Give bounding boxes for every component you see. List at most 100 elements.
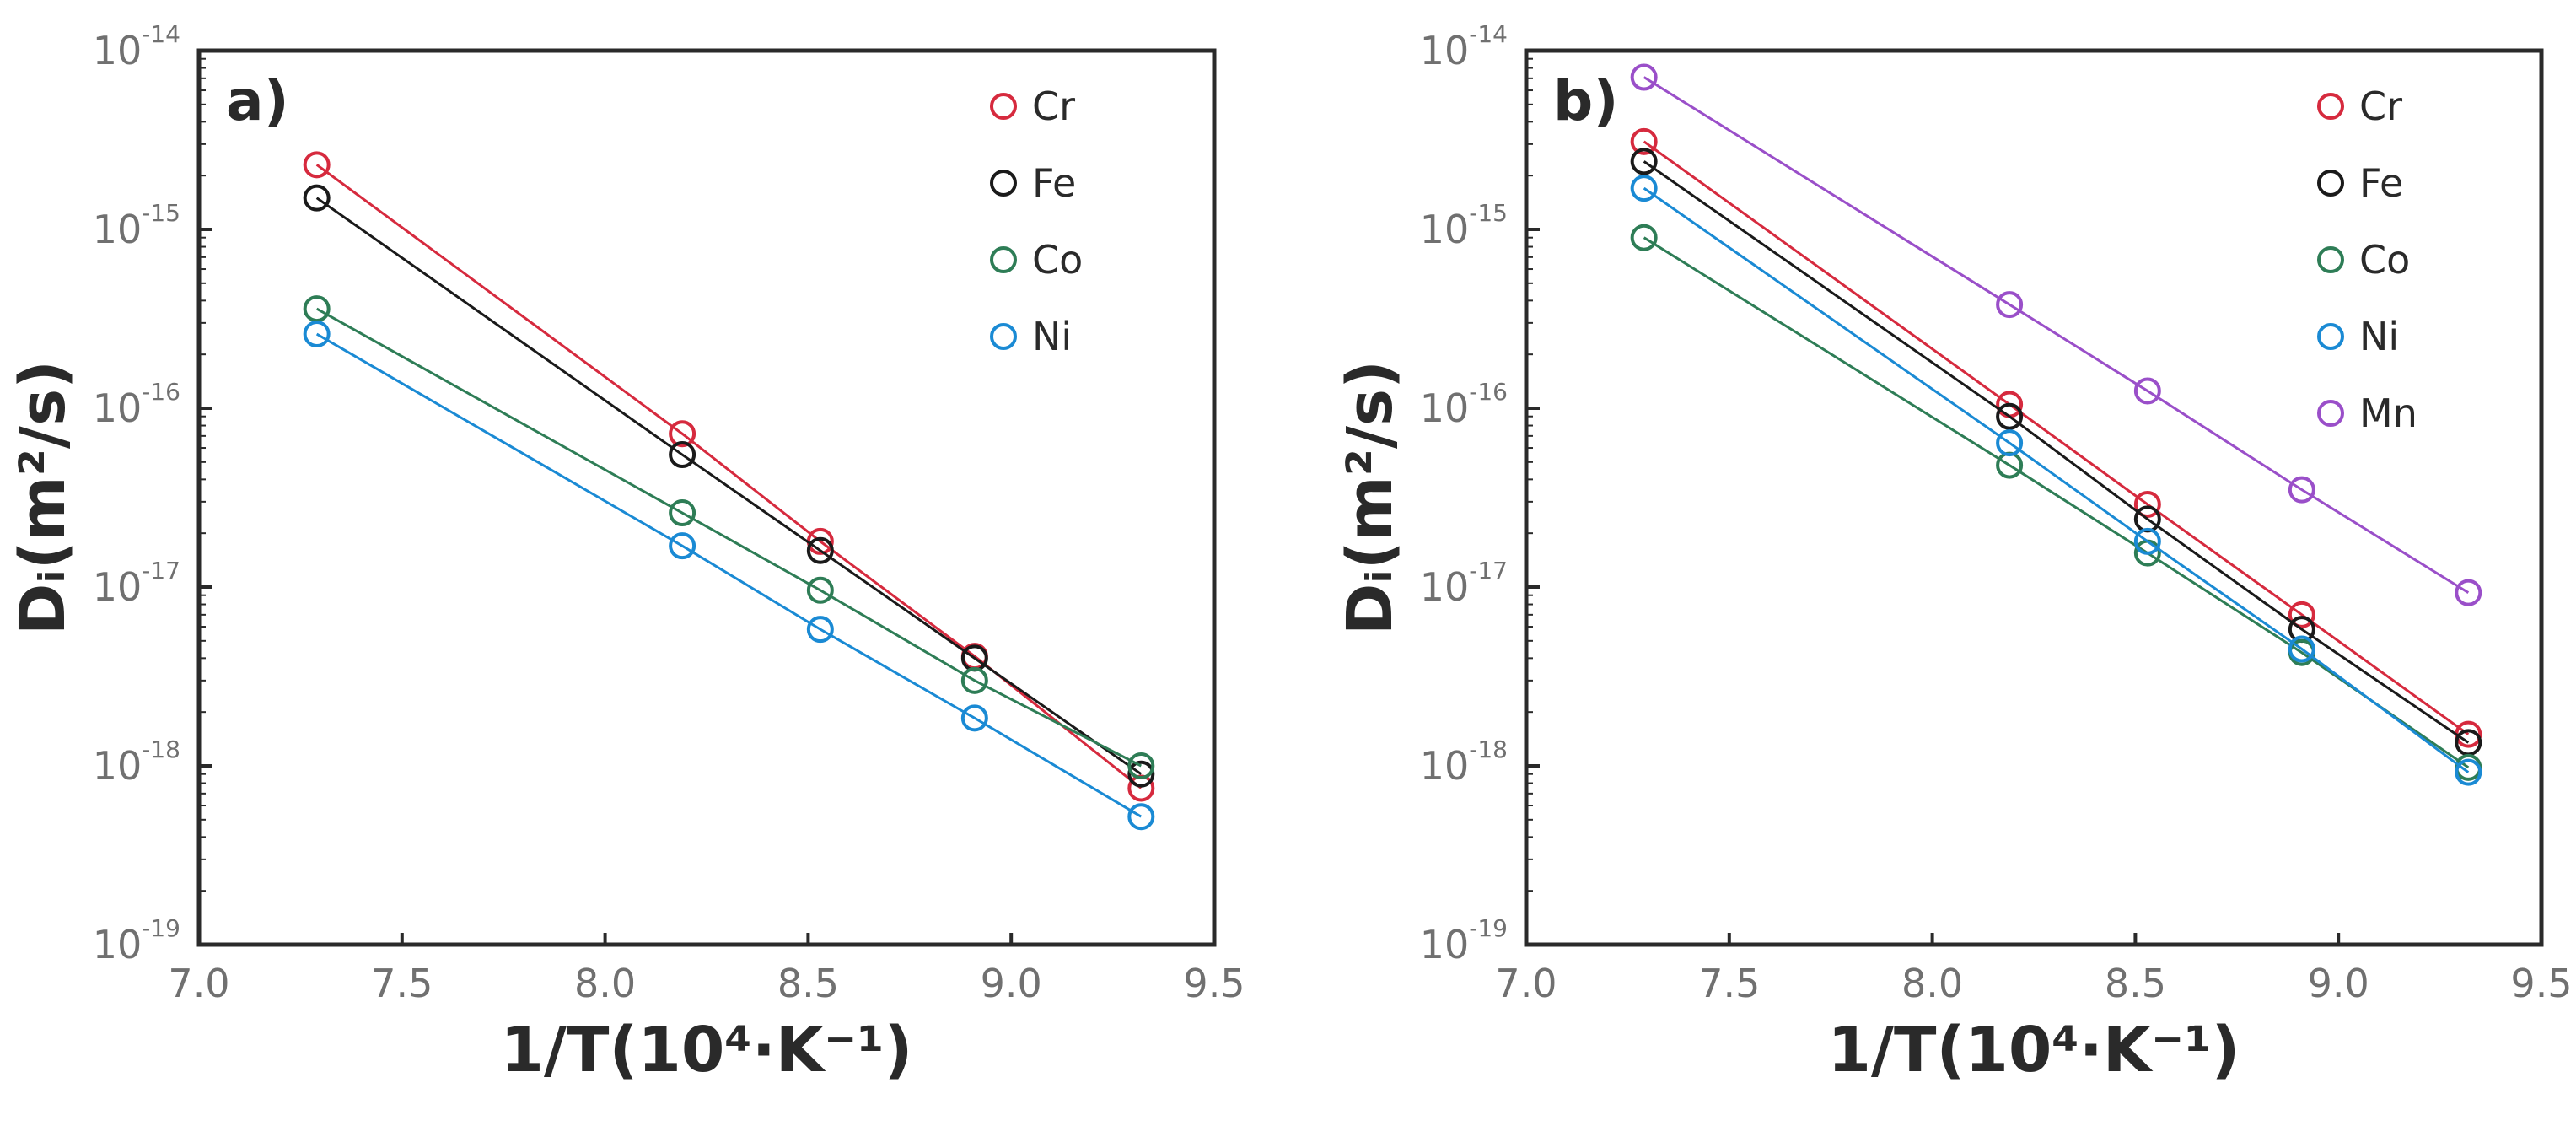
panel-a-legend-label-cr: Cr xyxy=(1032,84,1075,129)
panel-a-y-tick-label: 10-14 xyxy=(93,20,180,73)
y-tick-base: 10 xyxy=(93,207,143,252)
panel-a-series-fe-point xyxy=(1127,760,1155,788)
panel-a-series-co-point xyxy=(669,499,696,527)
panel-a-series-co-line xyxy=(315,307,1142,768)
y-tick-base: 10 xyxy=(93,28,143,73)
panel-a-series-cr-point xyxy=(669,420,696,448)
y-tick-base: 10 xyxy=(93,385,143,431)
panel-b-x-axis-label: 1/T(10⁴·K⁻¹) xyxy=(1828,1014,2240,1086)
panel-b-legend-label-fe: Fe xyxy=(2359,160,2403,206)
panel-a-legend-marker-cr xyxy=(990,93,1017,120)
panel-b-series-cr-point xyxy=(1630,127,1658,155)
panel-b-y-tick-label: 10-18 xyxy=(1420,735,1508,789)
panel-a-y-tick-label: 10-15 xyxy=(93,199,180,252)
y-tick-base: 10 xyxy=(93,922,143,967)
panel-b-series-ni-point xyxy=(2133,527,2161,555)
panel-b-y-tick-label: 10-14 xyxy=(1420,20,1508,73)
y-tick-base: 10 xyxy=(93,564,143,610)
panel-b-legend-label-mn: Mn xyxy=(2359,391,2417,436)
panel-a-series-fe-point xyxy=(806,536,834,564)
y-tick-base: 10 xyxy=(1420,28,1470,73)
panel-b-legend-marker-cr xyxy=(2317,93,2344,120)
panel-a-x-tick-label: 7.0 xyxy=(168,961,229,1006)
panel-b-legend-marker-mn xyxy=(2317,400,2344,427)
panel-a-x-tick-label: 9.0 xyxy=(981,961,1042,1006)
panel-b-series-mn-line xyxy=(1643,76,2470,594)
panel-b-series-fe-point xyxy=(1996,402,2024,430)
y-tick-exponent: -14 xyxy=(1469,20,1508,48)
panel-b-series-ni-point xyxy=(1996,429,2024,457)
y-tick-exponent: -15 xyxy=(1469,199,1508,227)
y-tick-base: 10 xyxy=(1420,564,1470,610)
panel-a-series-co-point xyxy=(960,666,988,694)
panel-b-series-ni-line xyxy=(1643,186,2470,773)
panel-a-series-cr-line xyxy=(315,164,1143,789)
panel-b-y-axis-label: Dᵢ(m²/s) xyxy=(1334,360,1406,635)
panel-b-series-mn-point xyxy=(2133,377,2161,405)
panel-b-legend-marker-co xyxy=(2317,246,2344,273)
panel-a-y-tick-label: 10-16 xyxy=(93,378,180,431)
panel-a-legend-label-fe: Fe xyxy=(1032,160,1076,206)
panel-b-x-tick-label: 7.5 xyxy=(1698,961,1760,1006)
y-tick-exponent: -18 xyxy=(142,735,180,763)
panel-a-series-co-point xyxy=(806,576,834,604)
panel-b-series-mn-point xyxy=(2288,476,2315,504)
panel-a-legend-marker-co xyxy=(990,246,1017,273)
y-tick-exponent: -16 xyxy=(1469,378,1508,406)
panel-a-legend-label-co: Co xyxy=(1032,237,1083,283)
panel-b-series-ni-point xyxy=(1630,175,1658,202)
panel-b-series-fe-line xyxy=(1643,160,2470,744)
panel-a-series-co-point xyxy=(1127,752,1155,779)
panel-b-y-tick-label: 10-19 xyxy=(1420,914,1508,967)
y-tick-exponent: -17 xyxy=(1469,557,1508,585)
panel-a-x-tick-label: 8.0 xyxy=(574,961,636,1006)
panel-b-series-co-line xyxy=(1643,236,2470,769)
y-tick-exponent: -19 xyxy=(142,914,180,942)
panel-b-x-tick-label: 9.0 xyxy=(2308,961,2369,1006)
panel-b: 7.0 7.5 8.0 8.5 9.0 9.510-1410-1510-1610-1710… xyxy=(1334,20,2573,1086)
y-tick-exponent: -18 xyxy=(1469,735,1508,763)
panel-a-series-ni-point xyxy=(960,704,988,732)
panel-b-legend-marker-ni xyxy=(2317,323,2344,350)
panel-a-legend-label-ni: Ni xyxy=(1032,314,1072,359)
panel-b-panel-label: b) xyxy=(1553,68,1618,133)
y-tick-base: 10 xyxy=(1420,207,1470,252)
panel-b-series-ni-point xyxy=(2455,758,2482,786)
panel-b-y-tick-label: 10-17 xyxy=(1420,557,1508,610)
panel-b-plot-frame xyxy=(1524,48,2544,947)
panel-b-series-cr-line xyxy=(1643,140,2470,735)
panel-b-series-mn-point xyxy=(1996,291,2024,319)
panel-a-y-tick-label: 10-18 xyxy=(93,735,180,789)
panel-a-panel-label: a) xyxy=(226,68,289,133)
panel-a-series-cr-point xyxy=(303,151,331,179)
y-tick-exponent: -16 xyxy=(142,378,180,406)
y-tick-base: 10 xyxy=(1420,743,1470,789)
panel-b-x-tick-label: 8.0 xyxy=(1901,961,1963,1006)
panel-b-x-tick-label: 9.5 xyxy=(2510,961,2572,1006)
y-tick-exponent: -19 xyxy=(1469,914,1508,942)
panel-b-series-co-point xyxy=(1630,224,1658,251)
panel-a-series-ni-point xyxy=(669,532,696,560)
panel-a: 7.0 7.5 8.0 8.5 9.0 9.510-1410-1510-1610-1710… xyxy=(7,20,1245,1086)
panel-b-series-mn-point xyxy=(2455,579,2482,606)
panel-b-series-cr-point xyxy=(2288,601,2315,628)
panel-b-legend-label-ni: Ni xyxy=(2359,314,2399,359)
y-tick-exponent: -14 xyxy=(142,20,180,48)
panel-b-series-cr-point xyxy=(2133,490,2161,518)
panel-a-x-tick-label: 9.5 xyxy=(1183,961,1245,1006)
panel-b-x-tick-label: 7.0 xyxy=(1495,961,1557,1006)
panel-b-legend-marker-fe xyxy=(2317,170,2344,197)
panel-a-x-tick-label: 7.5 xyxy=(371,961,433,1006)
panel-a-series-ni-point xyxy=(806,616,834,644)
panel-a-plot-frame xyxy=(196,48,1217,947)
panel-b-legend-label-cr: Cr xyxy=(2359,84,2402,129)
panel-b-y-tick-label: 10-15 xyxy=(1420,199,1508,252)
panel-a-series-ni-point xyxy=(303,321,331,348)
panel-a-legend-marker-ni xyxy=(990,323,1017,350)
y-tick-base: 10 xyxy=(93,743,143,789)
panel-a-x-axis-label: 1/T(10⁴·K⁻¹) xyxy=(501,1014,913,1086)
panel-b-series-fe-point xyxy=(1630,148,1658,175)
y-tick-exponent: -15 xyxy=(142,199,180,227)
panel-b-x-tick-label: 8.5 xyxy=(2105,961,2166,1006)
